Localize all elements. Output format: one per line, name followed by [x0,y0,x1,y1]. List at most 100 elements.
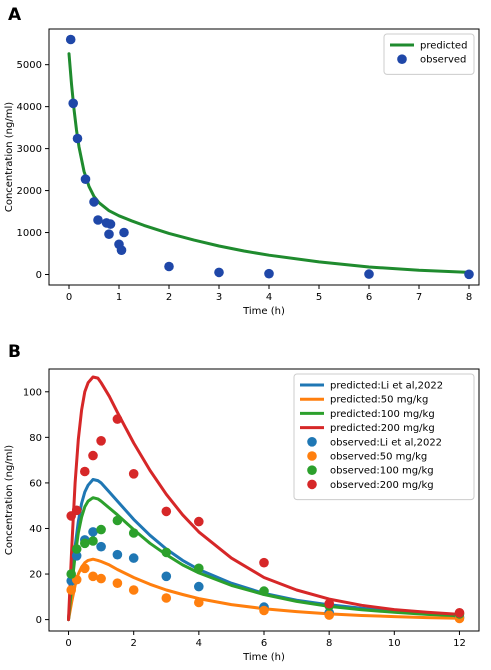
x-tick-label: 8 [326,638,332,649]
x-tick-label: 4 [266,292,272,303]
legend-entry: observed:Li et al,2022 [330,437,442,448]
y-tick-label: 20 [29,570,42,581]
data-layer [65,34,474,280]
x-tick-label: 6 [366,292,372,303]
data-point [72,133,83,144]
legend-entry: predicted:Li et al,2022 [330,381,443,392]
legend-swatch-point [307,451,317,461]
legend-swatch-point [307,479,317,490]
legend-frame [293,373,475,501]
y-tick-label: 5000 [17,60,42,71]
data-point [324,610,335,620]
x-tick-label: 12 [453,638,466,649]
legend-swatch-point [307,437,317,447]
data-point [128,469,139,479]
data-point [194,516,204,527]
legend-entry: predicted [420,41,467,52]
data-point [454,608,465,618]
y-tick-label: 0 [36,270,42,281]
legend-entry: predicted:100 mg/kg [330,409,435,420]
x-tick-label: 7 [416,292,422,303]
y-tick-label: 3000 [17,144,42,155]
data-point [112,414,123,424]
data-point [89,197,99,207]
x-tick-label: 0 [65,638,71,649]
data-point [93,215,103,225]
data-point [96,541,106,552]
data-point [71,544,82,554]
data-point [161,593,172,603]
x-tick-label: 2 [166,292,172,303]
data-point [214,267,224,278]
data-point [112,578,123,588]
y-tick-label: 0 [36,615,42,626]
y-tick-label: 2000 [17,186,42,197]
data-point [105,219,116,229]
legend: predicted observed [383,33,475,75]
series-line-predicted [67,52,471,274]
chart-panel-b: B 0 2 4 6 8 10 12 0 20 40 60 80 100 Time (h) Concentrat… [4,342,480,663]
x-axis-label: Time (h) [242,306,285,317]
data-layer [66,375,465,624]
data-point [80,174,91,184]
data-point [88,536,98,546]
data-point [164,261,174,272]
data-point [324,598,335,609]
data-point [66,585,76,595]
legend-entry: observed [420,55,466,66]
series-points-observed-100-mg-kg [66,515,465,619]
x-tick-label: 4 [196,638,202,649]
x-tick-label: 1 [116,292,122,303]
data-point [161,547,172,558]
data-point [128,553,139,563]
data-point [259,605,269,616]
y-tick-label: 40 [29,524,42,535]
series-line-predicted-li-et-al-2022 [67,478,461,622]
legend-swatch-point [397,54,407,64]
legend: predicted:Li et al,2022 predicted:50 mg/k… [293,373,475,501]
y-tick-label: 1000 [17,228,42,239]
data-point [161,571,172,582]
data-point [464,269,474,280]
panel-label: A [8,5,22,25]
data-point [259,557,269,568]
data-point [194,563,204,574]
legend-entry: observed:200 mg/kg [330,480,434,491]
data-point [96,436,106,446]
data-point [119,227,129,238]
plot-frame [48,28,480,286]
data-point [66,569,76,579]
data-point [112,515,123,526]
panel-label: B [8,342,21,362]
y-axis-label: Concentration (ng/ml) [4,102,15,212]
chart-panel-a: A 0 1 2 3 4 5 6 7 8 0 1000 2000 3000 4000 5000 Time (h) C… [4,5,480,317]
data-point [80,466,90,477]
data-point [104,229,114,239]
x-axis-label: Time (h) [242,652,285,663]
x-tick-label: 3 [216,292,222,303]
data-point [71,551,82,561]
data-point [68,98,78,109]
legend-entry: predicted:200 mg/kg [330,423,435,434]
data-point [112,549,123,560]
y-tick-label: 100 [23,387,42,398]
legend-entry: predicted:50 mg/kg [330,395,428,406]
data-point [96,573,106,584]
series-points-observed-200-mg-kg [66,414,465,618]
y-tick-label: 60 [29,478,42,489]
data-point [88,450,98,461]
data-point [88,571,98,582]
data-point [161,506,172,517]
data-point [88,527,98,537]
y-tick-label: 80 [29,433,42,444]
data-point [80,563,90,574]
legend-swatch-point [307,465,317,476]
x-tick-label: 10 [388,638,401,649]
data-point [71,505,82,516]
series-points-observed [65,34,474,280]
y-axis-label: Concentration (ng/ml) [4,445,15,555]
data-point [65,34,76,45]
data-point [194,597,204,608]
x-tick-label: 8 [466,292,472,303]
